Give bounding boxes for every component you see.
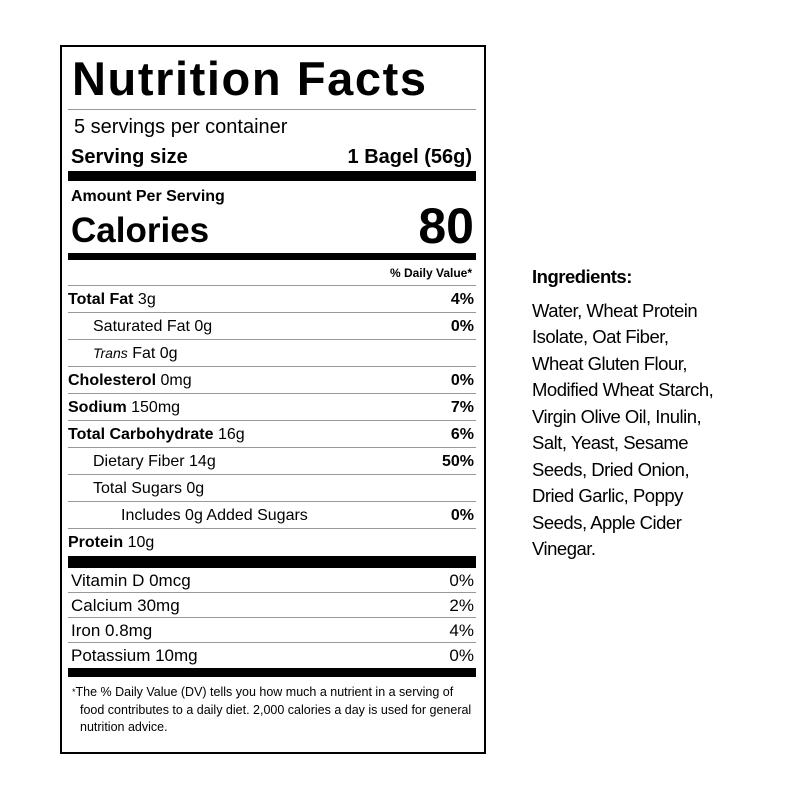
thick-divider [68, 556, 476, 568]
nutrient-row-sodium: Sodium 150mg 7% [68, 394, 476, 421]
calories-label: Calories [71, 211, 210, 250]
ingredients-line: Seeds, Apple Cider [532, 511, 682, 533]
micronutrient-dv: 2% [449, 596, 474, 615]
nutrient-name: Saturated Fat 0g [93, 318, 213, 335]
nutrient-name: Dietary Fiber 14g [93, 453, 216, 470]
nutrient-dv: 0% [450, 507, 474, 524]
micronutrient-row-vitamin-d: Vitamin D 0mcg 0% [68, 568, 476, 593]
calories-row: Calories 80 [68, 201, 476, 253]
nutrient-row-protein: Protein 10g [68, 529, 476, 556]
label-title: Nutrition Facts [68, 47, 476, 110]
footnote: *The % Daily Value (DV) tells you how mu… [68, 677, 476, 737]
nutrient-row-cholesterol: Cholesterol 0mg 0% [68, 367, 476, 394]
nutrient-dv: 4% [450, 291, 474, 308]
nutrient-dv: 7% [450, 399, 474, 416]
nutrient-row-total-carbohydrate: Total Carbohydrate 16g 6% [68, 421, 476, 448]
micronutrient-row-potassium: Potassium 10mg 0% [68, 643, 476, 668]
daily-value-header: % Daily Value* [68, 260, 476, 286]
nutrient-name: Total Sugars 0g [93, 480, 205, 497]
serving-size-label: Serving size [71, 146, 188, 168]
serving-size-row: Serving size 1 Bagel (56g) [68, 142, 476, 171]
serving-size-value: 1 Bagel (56g) [347, 146, 472, 168]
micronutrient-name: Calcium 30mg [71, 596, 180, 615]
nutrient-row-saturated-fat: Saturated Fat 0g 0% [68, 313, 476, 340]
nutrient-amount: 0mg [156, 372, 192, 389]
nutrient-row-total-sugars: Total Sugars 0g [68, 475, 476, 502]
amount-per-serving: Amount Per Serving [71, 188, 225, 205]
ingredients-heading: Ingredients: [532, 266, 632, 287]
ingredients-line: Virgin Olive Oil, Inulin, [532, 405, 702, 427]
ingredients-line: Water, Wheat Protein [532, 299, 698, 321]
micronutrient-name: Iron 0.8mg [71, 621, 153, 640]
nutrient-name: Includes 0g Added Sugars [121, 507, 308, 524]
ingredients-panel: Ingredients: Water, Wheat Protein Isolat… [532, 264, 762, 563]
micronutrient-dv: 4% [449, 621, 474, 640]
ingredients-line: Seeds, Dried Onion, [532, 458, 690, 480]
nutrient-amount: Fat 0g [127, 345, 178, 362]
nutrient-row-total-fat: Total Fat 3g 4% [68, 286, 476, 313]
nutrient-row-added-sugars: Includes 0g Added Sugars 0% [68, 502, 476, 529]
nutrient-amount: 10g [123, 534, 155, 551]
ingredients-line: Modified Wheat Starch, [532, 379, 714, 400]
micronutrient-row-iron: Iron 0.8mg 4% [68, 618, 476, 643]
footnote-text: The % Daily Value (DV) tells you how muc… [75, 685, 472, 734]
nutrient-row-trans-fat: Trans Fat 0g [68, 340, 476, 367]
nutrient-amount: 3g [133, 291, 156, 308]
nutrient-name: Cholesterol [68, 372, 157, 389]
ingredients-line: Vinegar. [532, 538, 596, 559]
nutrient-row-dietary-fiber: Dietary Fiber 14g 50% [68, 448, 476, 475]
nutrient-amount: 150mg [126, 399, 181, 416]
micronutrient-name: Vitamin D 0mcg [71, 571, 191, 590]
servings-per-container: 5 servings per container [74, 116, 288, 138]
nutrient-name: Trans [93, 345, 128, 361]
micronutrient-row-calcium: Calcium 30mg 2% [68, 593, 476, 618]
micronutrient-dv: 0% [449, 646, 474, 665]
ingredients-line: Isolate, Oat Fiber, [532, 326, 669, 347]
micronutrient-dv: 0% [449, 571, 474, 590]
ingredients-line: Dried Garlic, Poppy [532, 485, 683, 506]
calories-value: 80 [418, 198, 474, 254]
nutrient-name: Protein [68, 534, 124, 551]
thick-divider [68, 171, 476, 181]
nutrient-dv: 0% [450, 372, 474, 389]
footnote-asterisk: * [72, 687, 76, 697]
nutrient-name: Sodium [68, 399, 127, 416]
ingredients-line: Wheat Gluten Flour, [532, 352, 688, 374]
nutrient-dv: 6% [450, 426, 474, 443]
nutrient-dv: 50% [441, 453, 474, 470]
micronutrient-name: Potassium 10mg [71, 646, 198, 665]
nutrition-facts-label: Nutrition Facts 5 servings per container… [60, 45, 486, 754]
nutrient-amount: 16g [213, 426, 245, 443]
thick-divider [68, 668, 476, 677]
nutrient-name: Total Fat [68, 291, 134, 308]
nutrient-name: Total Carbohydrate [68, 426, 214, 443]
nutrient-dv: 0% [450, 318, 474, 335]
thick-divider [68, 253, 476, 260]
ingredients-line: Salt, Yeast, Sesame [532, 432, 689, 453]
